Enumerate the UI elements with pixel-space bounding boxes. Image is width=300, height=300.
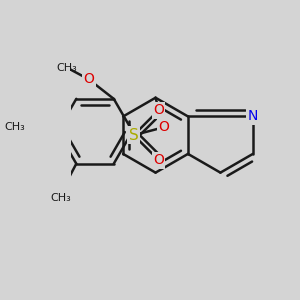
Text: O: O xyxy=(158,120,169,134)
Text: S: S xyxy=(129,128,139,143)
Text: CH₃: CH₃ xyxy=(4,122,25,132)
Text: CH₃: CH₃ xyxy=(57,63,77,73)
Text: O: O xyxy=(153,153,164,167)
Text: O: O xyxy=(153,103,164,117)
Text: CH₃: CH₃ xyxy=(50,194,71,203)
Text: O: O xyxy=(83,72,94,86)
Text: N: N xyxy=(248,110,258,123)
